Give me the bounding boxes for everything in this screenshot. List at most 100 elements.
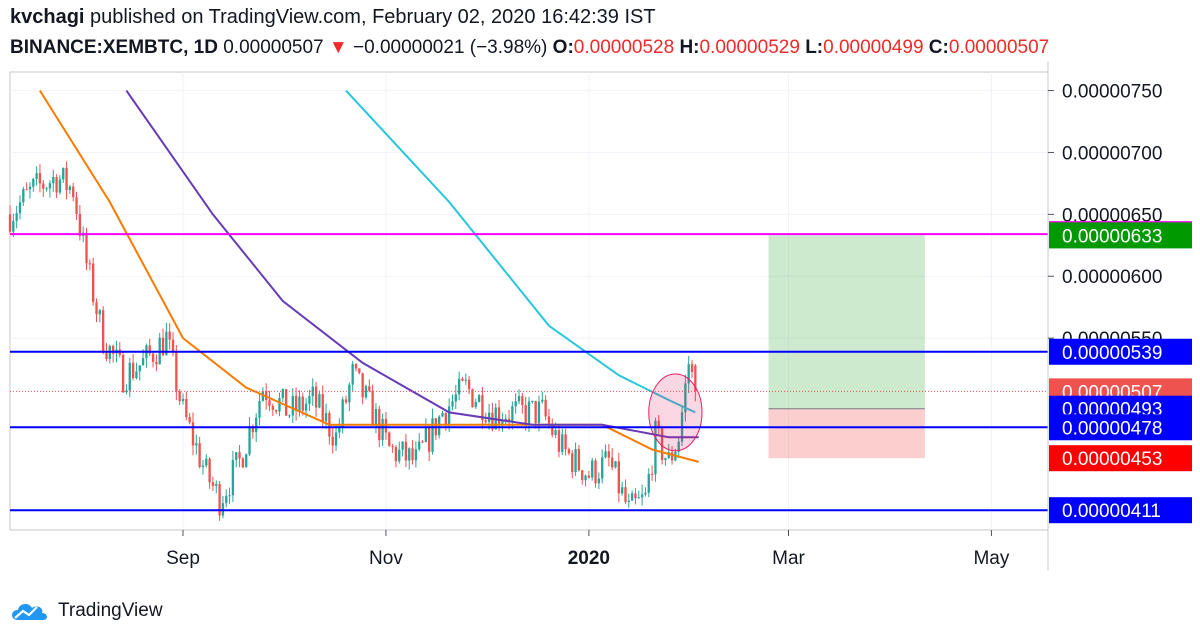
candle — [291, 388, 294, 423]
candle-body — [551, 423, 554, 436]
candle-body — [428, 427, 431, 452]
candle-body — [524, 405, 527, 425]
candle — [88, 259, 92, 271]
candle — [294, 387, 298, 421]
candle-body — [554, 430, 557, 436]
candle-body — [314, 386, 318, 408]
candle-body — [637, 497, 640, 499]
candle — [464, 373, 467, 385]
candle — [684, 374, 687, 422]
candle — [111, 344, 115, 363]
price-change: −0.00000021 (−3.98%) — [353, 37, 548, 58]
tradingview-logo[interactable]: TradingView — [8, 596, 163, 626]
candle — [501, 412, 504, 432]
candle — [690, 360, 694, 379]
candle-body — [278, 398, 281, 412]
candle-body — [374, 409, 378, 426]
candle — [241, 457, 245, 469]
candle-body — [454, 394, 457, 402]
author-name[interactable]: kvchagi — [10, 6, 85, 28]
candle-body — [424, 427, 428, 442]
candle — [52, 169, 55, 192]
moving-average-line — [125, 90, 699, 439]
candle — [225, 489, 228, 508]
candle — [55, 174, 58, 199]
candle-body — [431, 418, 434, 452]
candle-body — [128, 362, 131, 391]
candle-body — [55, 176, 58, 193]
candle — [650, 465, 654, 481]
candle-body — [607, 451, 611, 458]
candle — [205, 454, 208, 468]
candle-body — [231, 459, 235, 496]
candle-body — [467, 379, 471, 390]
candle — [324, 403, 328, 430]
candle — [497, 399, 501, 432]
candle-body — [571, 453, 574, 473]
candle-body — [22, 189, 25, 203]
candle — [521, 392, 524, 414]
candle — [258, 394, 261, 426]
candle-body — [178, 391, 181, 402]
candle — [65, 161, 68, 200]
high-label: H: — [679, 37, 700, 58]
candle — [344, 395, 348, 405]
candle — [68, 184, 72, 195]
candle-body — [48, 183, 52, 189]
candle-body — [690, 364, 694, 372]
candle — [72, 182, 75, 202]
candle-body — [574, 448, 577, 473]
candle-body — [474, 401, 477, 407]
candle-body — [72, 186, 75, 198]
candle-body — [647, 473, 650, 493]
candle-body — [634, 493, 637, 499]
candle — [401, 441, 404, 457]
candle-body — [138, 365, 141, 372]
candle — [594, 458, 597, 488]
candle — [484, 412, 487, 426]
candle — [637, 490, 640, 499]
candle-body — [451, 401, 454, 407]
candle — [381, 413, 384, 446]
candle — [22, 186, 25, 206]
candle-body — [301, 396, 304, 411]
candle-body — [28, 186, 32, 190]
candle-body — [517, 396, 521, 402]
candle — [687, 355, 690, 394]
candle — [138, 365, 141, 381]
candle-body — [381, 418, 384, 441]
price-tag-bg — [1049, 414, 1192, 441]
candle — [155, 354, 158, 372]
candle — [361, 372, 364, 405]
candle-body — [38, 173, 42, 184]
candle-body — [121, 354, 125, 393]
candle-body — [351, 364, 354, 385]
candle — [454, 384, 457, 410]
close-value: 0.00000507 — [948, 37, 1050, 58]
last-price: 0.00000507 — [223, 37, 324, 58]
candle-body — [501, 421, 504, 424]
candle-body — [331, 436, 334, 446]
candle-body — [394, 447, 398, 462]
candle — [281, 388, 284, 403]
candle — [121, 352, 125, 393]
candle — [48, 180, 52, 198]
candle-body — [341, 399, 344, 427]
candle-body — [274, 410, 278, 412]
moving-average-line — [39, 90, 699, 463]
candle-body — [288, 415, 291, 417]
candle — [354, 362, 358, 372]
candle — [544, 395, 547, 421]
candle-body — [281, 389, 284, 399]
candle — [235, 451, 238, 468]
candle-body — [12, 220, 15, 232]
candle-body — [105, 352, 108, 359]
candle-body — [321, 394, 324, 422]
candle-body — [567, 449, 571, 454]
candle-body — [361, 373, 364, 398]
candle — [271, 403, 274, 416]
brand-name: TradingView — [58, 600, 163, 621]
candle-body — [527, 401, 531, 425]
candle — [218, 480, 221, 521]
